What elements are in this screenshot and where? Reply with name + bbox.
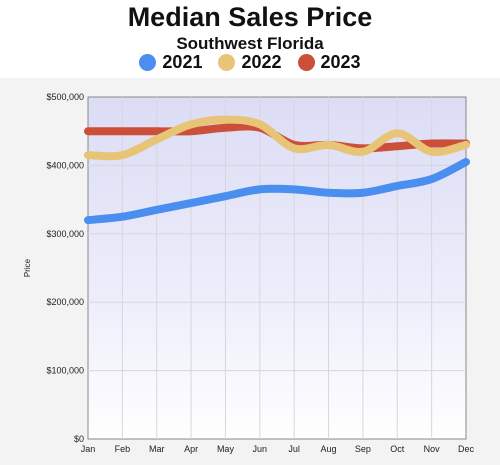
x-tick-label: Apr — [184, 444, 198, 454]
x-tick-label: Nov — [424, 444, 441, 454]
data-point-2022-Feb — [121, 154, 123, 156]
data-point-2022-Mar — [156, 138, 158, 140]
legend-label-2022: 2022 — [241, 52, 282, 72]
data-point-2021-Feb — [121, 216, 123, 218]
x-tick-label: Dec — [458, 444, 475, 454]
y-tick-label: $400,000 — [46, 160, 84, 170]
data-point-2022-Jul — [293, 147, 295, 149]
chart-title: Median Sales Price — [127, 2, 373, 32]
y-axis-title: Price — [23, 258, 32, 277]
data-point-2023-Mar — [156, 130, 158, 132]
legend: 2021 2022 2023 — [0, 52, 500, 73]
data-point-2023-Nov — [431, 143, 433, 145]
data-point-2021-Oct — [396, 185, 398, 187]
y-tick-label: $200,000 — [46, 297, 84, 307]
legend-item-2022: 2022 — [218, 52, 282, 73]
data-point-2021-Sep — [362, 192, 364, 194]
x-tick-label: May — [217, 444, 235, 454]
series-lines — [84, 115, 470, 225]
x-tick-label: Oct — [390, 444, 405, 454]
x-tick-label: Aug — [321, 444, 337, 454]
legend-item-2021: 2021 — [139, 52, 202, 73]
y-tick-label: $500,000 — [46, 92, 84, 102]
data-point-2022-Jan — [87, 154, 89, 156]
y-tick-label: $100,000 — [46, 366, 84, 376]
data-point-2021-May — [224, 195, 226, 197]
data-point-2021-Jul — [293, 188, 295, 190]
data-point-2022-Nov — [431, 151, 433, 153]
legend-swatch-2021 — [139, 54, 157, 71]
data-point-2021-Dec — [465, 161, 467, 163]
legend-label-2023: 2023 — [320, 52, 361, 72]
data-point-2022-May — [224, 119, 226, 121]
series-line-2021 — [84, 157, 470, 225]
x-tick-label: Jul — [288, 444, 300, 454]
plot-area — [87, 96, 467, 440]
data-point-2023-May — [224, 127, 226, 129]
x-tick-label: Mar — [149, 444, 165, 454]
x-tick-label: Sep — [355, 444, 371, 454]
legend-swatch-2023 — [297, 54, 315, 71]
data-point-2022-Sep — [362, 151, 364, 153]
data-point-2021-Jan — [87, 219, 89, 221]
x-axis-ticks: Jan Feb Mar Apr May Jun Jul Aug Sep Oct Nov Dec — [81, 444, 475, 454]
data-point-2021-Aug — [328, 192, 330, 194]
data-point-2023-Feb — [121, 130, 123, 132]
data-point-2023-Oct — [396, 145, 398, 147]
data-point-2023-Apr — [190, 130, 192, 132]
legend-item-2023: 2023 — [297, 52, 361, 73]
x-tick-label: Feb — [115, 444, 131, 454]
data-point-2022-Jun — [259, 123, 261, 125]
x-tick-label: Jun — [253, 444, 268, 454]
legend-swatch-2022 — [218, 54, 236, 71]
data-point-2021-Jun — [259, 188, 261, 190]
data-point-2022-Oct — [396, 132, 398, 134]
series-line-2022 — [84, 115, 470, 161]
y-tick-label: $0 — [74, 434, 84, 444]
data-point-2021-Mar — [156, 209, 158, 211]
data-point-2021-Nov — [431, 178, 433, 180]
x-tick-label: Jan — [81, 444, 96, 454]
data-point-2023-Jan — [87, 130, 89, 132]
y-axis-ticks: $0 $100,000 $200,000 $300,000 $400,000 $500,0… — [46, 92, 84, 444]
data-point-2022-Dec — [465, 144, 467, 146]
chart-subtitle: Southwest Florida — [176, 34, 324, 53]
y-tick-label: $300,000 — [46, 229, 84, 239]
data-point-2021-Apr — [190, 202, 192, 204]
data-point-2022-Apr — [190, 123, 192, 125]
legend-label-2021: 2021 — [162, 52, 203, 72]
data-point-2022-Aug — [328, 144, 330, 146]
